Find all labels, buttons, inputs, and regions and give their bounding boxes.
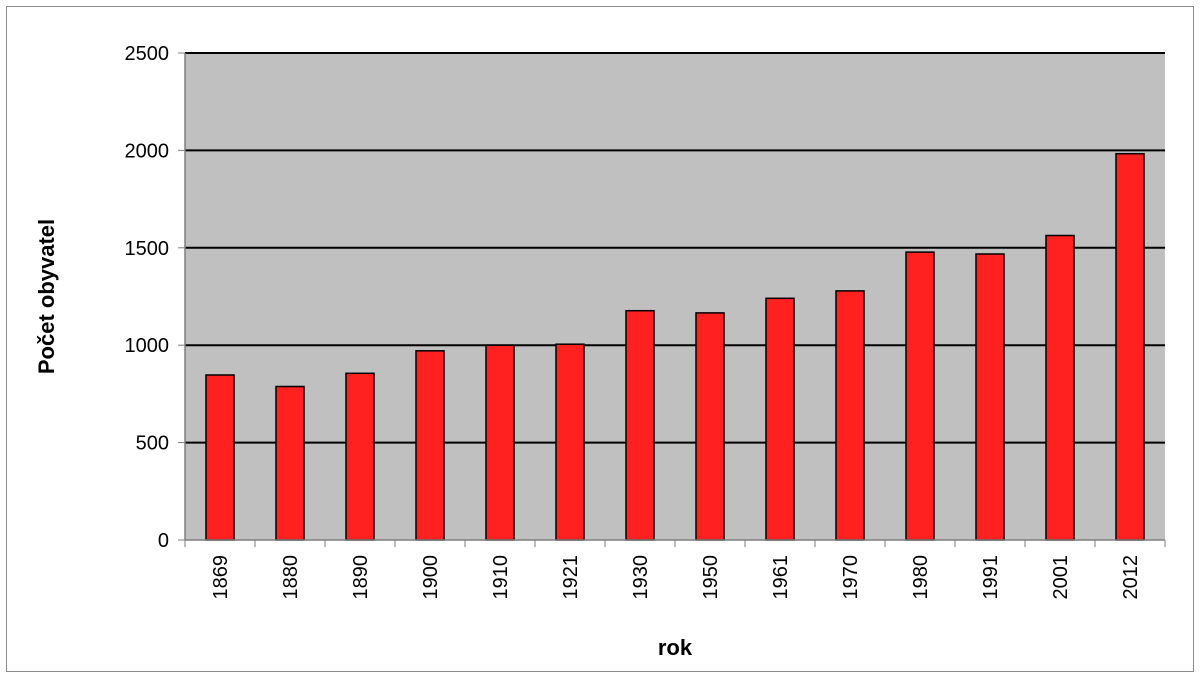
bar-2012 [1115,152,1145,541]
y-tick-label: 1500 [125,238,170,260]
x-tick-label: 1930 [630,555,652,600]
x-tick-label: 1970 [840,555,862,600]
bars [205,152,1145,541]
x-tick-label: 1900 [420,555,442,600]
axes [184,53,1165,541]
y-tick-label: 2000 [125,140,170,162]
bar-1930 [625,309,655,541]
bar-1991 [975,253,1005,541]
y-axis-ticks: 0 500 1000 1500 2000 2500 [125,43,185,552]
bar-2001 [1045,234,1075,541]
x-tick-label: 1950 [700,555,722,600]
y-tick-label: 500 [136,433,169,455]
x-tick-label: 2001 [1050,555,1072,600]
x-axis-ticks: 1869 1880 1890 1900 1910 1921 1930 1950 1961 1970… [184,540,1166,600]
bar-1890 [345,372,375,541]
x-tick-label: 1921 [560,555,582,600]
x-tick-label: 1869 [210,555,232,600]
x-tick-label: 1910 [490,555,512,600]
bar-1910 [485,344,515,541]
x-tick-label: 1880 [280,555,302,600]
plot-area [185,53,1165,540]
x-tick-label: 1890 [350,555,372,600]
bar-1869 [205,374,235,541]
y-tick-label: 1000 [125,335,170,357]
bar-1980 [905,251,935,541]
bar-1950 [695,312,725,541]
y-tick-label: 0 [158,530,169,552]
bar-1880 [275,385,305,541]
bar-1921 [555,343,585,541]
x-tick-label: 1991 [980,555,1002,600]
bar-1900 [415,350,445,541]
bar-1970 [835,290,865,541]
y-axis-title: Počet obyvatel [34,219,59,374]
x-tick-label: 2012 [1120,555,1142,600]
x-tick-label: 1961 [770,555,792,600]
x-tick-label: 1980 [910,555,932,600]
x-axis-title: rok [658,635,693,660]
bar-1961 [765,297,795,541]
y-tick-label: 2500 [125,43,170,65]
